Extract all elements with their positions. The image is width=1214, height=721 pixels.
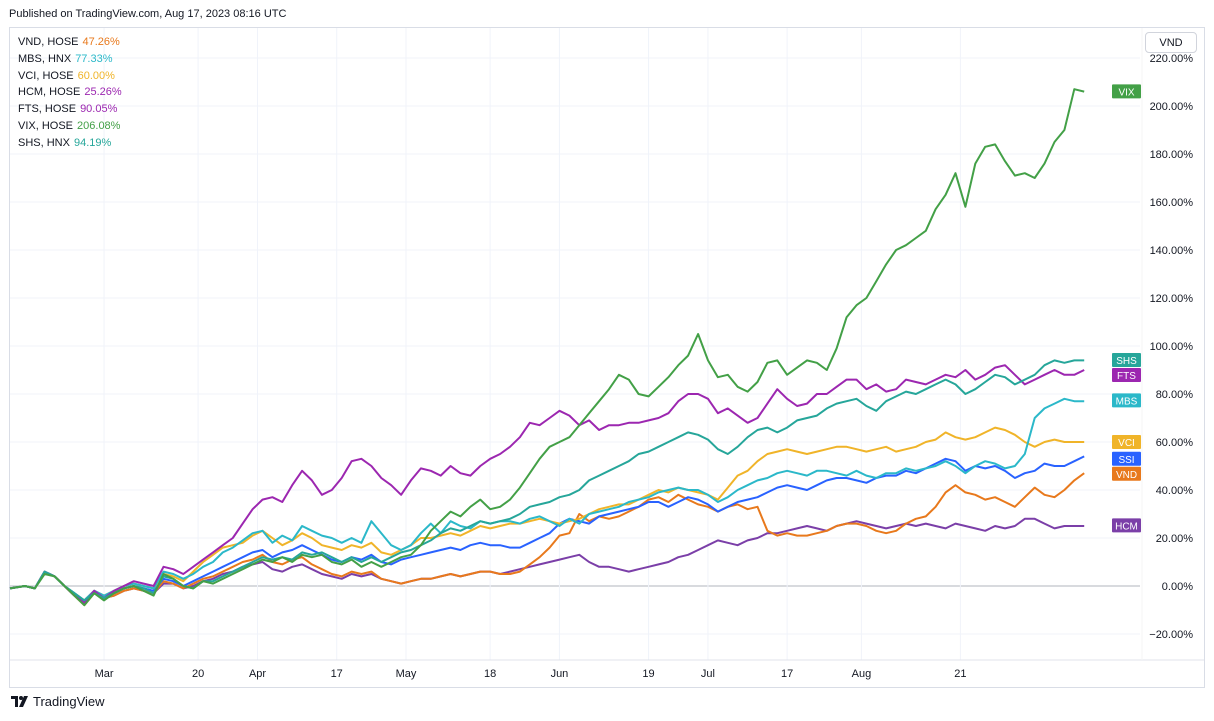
x-tick-label: 20 — [192, 668, 204, 680]
legend-symbol: HCM, HOSE — [18, 86, 81, 99]
end-label-tag — [1112, 84, 1141, 99]
end-label-tag — [1112, 435, 1141, 449]
y-tick-label: 120.00% — [1150, 293, 1194, 305]
end-label-text: SSI — [1118, 455, 1134, 466]
legend-symbol: MBS, HNX — [18, 52, 72, 65]
legend-value: 206.08% — [77, 119, 121, 132]
y-tick-label: 200.00% — [1150, 101, 1194, 113]
y-tick-label: 80.00% — [1156, 389, 1194, 401]
legend-symbol: VCI, HOSE — [18, 69, 74, 82]
end-label-text: VCI — [1118, 438, 1135, 449]
y-tick-label: 20.00% — [1156, 533, 1194, 545]
end-label-text: SHS — [1116, 356, 1137, 367]
end-label-text: FTS — [1117, 371, 1136, 382]
series-line-hcm — [9, 517, 1085, 604]
y-tick-label: 0.00% — [1162, 581, 1193, 593]
x-tick-label: Jul — [701, 668, 715, 680]
series-line-mbs — [9, 397, 1085, 602]
chart-frame — [9, 27, 1205, 688]
end-label-tag — [1112, 466, 1141, 481]
y-tick-label: 40.00% — [1156, 485, 1194, 497]
legend-symbol: FTS, HOSE — [18, 103, 77, 116]
x-tick-label: 19 — [642, 668, 654, 680]
legend-item[interactable]: VIX, HOSE 206.08% — [18, 118, 122, 135]
published-caption: Published on TradingView.com, Aug 17, 20… — [9, 8, 287, 20]
legend-value: 94.19% — [73, 136, 112, 149]
legend-item[interactable]: VCI, HOSE 60.00% — [18, 68, 122, 85]
series-line-ssi — [9, 455, 1085, 602]
end-label-tag — [1112, 393, 1141, 408]
legend-item[interactable]: MBS, HNX 77.33% — [18, 51, 122, 68]
y-tick-label: 220.00% — [1150, 53, 1194, 65]
x-tick-label: Apr — [249, 668, 266, 680]
y-tick-label: 160.00% — [1150, 197, 1194, 209]
legend-value: 60.00% — [77, 69, 115, 82]
legend-item[interactable]: FTS, HOSE 90.05% — [18, 101, 122, 118]
currency-button[interactable]: VND — [1145, 32, 1197, 53]
series-line-vix — [9, 88, 1085, 607]
end-label-text: VND — [1116, 470, 1137, 481]
legend-item[interactable]: SHS, HNX 94.19% — [18, 135, 122, 152]
x-tick-label: Aug — [852, 668, 872, 680]
legend-symbol: SHS, HNX — [18, 136, 70, 149]
x-tick-label: Mar — [95, 668, 114, 680]
y-tick-label: 60.00% — [1156, 437, 1194, 449]
legend-symbol: VND, HOSE — [18, 36, 79, 48]
x-tick-label: May — [396, 668, 417, 680]
x-tick-label: 17 — [331, 668, 343, 680]
y-tick-label: 140.00% — [1150, 245, 1194, 257]
legend-value: 90.05% — [80, 103, 118, 116]
x-tick-label: 21 — [954, 668, 966, 680]
chart-legend: VND, HOSE 47.26% MBS, HNX 77.33% VCI, HOSE… — [18, 34, 122, 152]
x-tick-label: 17 — [781, 668, 793, 680]
legend-value: 47.26% — [82, 36, 120, 48]
series-line-vnd — [9, 472, 1085, 607]
series-line-fts — [9, 364, 1085, 604]
end-label-tag — [1112, 451, 1141, 466]
series-line-shs — [9, 359, 1085, 602]
end-label-text: VIX — [1118, 87, 1134, 98]
end-label-text: HCM — [1115, 521, 1138, 532]
y-tick-label: 180.00% — [1150, 149, 1194, 161]
tradingview-logo-text: TradingView — [33, 694, 105, 709]
y-tick-label: 100.00% — [1150, 341, 1194, 353]
x-tick-label: 18 — [484, 668, 496, 680]
end-label-text: MBS — [1116, 396, 1138, 407]
tradingview-logo[interactable]: TradingView — [11, 694, 105, 709]
legend-item[interactable]: HCM, HOSE 25.26% — [18, 84, 122, 101]
y-tick-label: −20.00% — [1149, 629, 1193, 641]
legend-symbol: VIX, HOSE — [18, 119, 74, 132]
x-tick-label: Jun — [551, 668, 569, 680]
end-label-tag — [1112, 367, 1141, 382]
end-label-tag — [1112, 352, 1141, 367]
legend-item[interactable]: VND, HOSE 47.26% — [18, 34, 122, 51]
legend-value: 77.33% — [75, 52, 113, 65]
tradingview-logo-icon — [11, 696, 28, 707]
end-label-tag — [1112, 518, 1141, 533]
legend-value: 25.26% — [84, 86, 122, 99]
